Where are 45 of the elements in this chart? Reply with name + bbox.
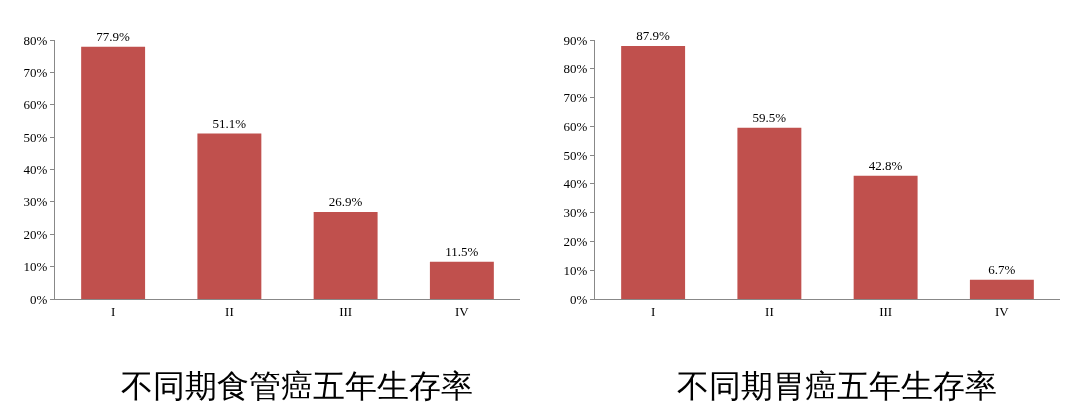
y-tick-label: 0%	[30, 291, 48, 307]
y-tick-label: 80%	[23, 32, 48, 48]
y-tick-label: 10%	[23, 259, 48, 275]
y-tick-label: 40%	[563, 176, 588, 192]
y-tick-label: 70%	[563, 90, 588, 106]
y-tick-label: 50%	[563, 147, 588, 163]
y-tick-label: 60%	[563, 118, 588, 134]
bar	[853, 175, 918, 299]
y-tick-label: 40%	[23, 162, 48, 178]
bar	[197, 133, 262, 299]
y-tick-label: 20%	[23, 226, 48, 242]
y-tick-label: 80%	[563, 61, 588, 77]
x-tick-label: IV	[455, 303, 470, 319]
x-tick-label: II	[765, 303, 774, 319]
y-tick-label: 30%	[563, 205, 588, 221]
data-label: 87.9%	[636, 28, 670, 44]
x-tick-label: II	[225, 303, 234, 319]
y-tick-label: 50%	[23, 129, 48, 145]
bar	[313, 211, 378, 299]
y-tick-label: 0%	[570, 291, 588, 307]
data-label: 59.5%	[752, 109, 787, 125]
data-label: 51.1%	[212, 115, 247, 131]
y-tick-label: 30%	[23, 194, 48, 210]
y-tick-label: 90%	[563, 32, 588, 48]
bar	[621, 46, 686, 299]
text: 不同期胃癌五年生存率	[677, 366, 997, 405]
x-tick-label: I	[650, 303, 656, 319]
x-tick-label: IV	[995, 303, 1010, 319]
data-label: 26.9%	[328, 193, 363, 209]
y-tick-label: 20%	[563, 233, 588, 249]
y-tick-label: 60%	[23, 97, 48, 113]
bar	[737, 127, 802, 299]
y-tick-label: 70%	[23, 64, 48, 80]
data-label: 11.5%	[445, 243, 479, 259]
text: 不同期食管癌五年生存率	[121, 366, 473, 405]
bar	[81, 46, 146, 299]
data-label: 77.9%	[96, 28, 130, 44]
y-tick-label: 10%	[563, 262, 588, 278]
bar	[969, 279, 1034, 299]
data-label: 6.7%	[988, 261, 1016, 277]
x-tick-label: III	[339, 303, 353, 319]
x-tick-label: III	[879, 303, 893, 319]
x-tick-label: I	[110, 303, 116, 319]
bar	[429, 261, 494, 299]
data-label: 42.8%	[868, 157, 903, 173]
